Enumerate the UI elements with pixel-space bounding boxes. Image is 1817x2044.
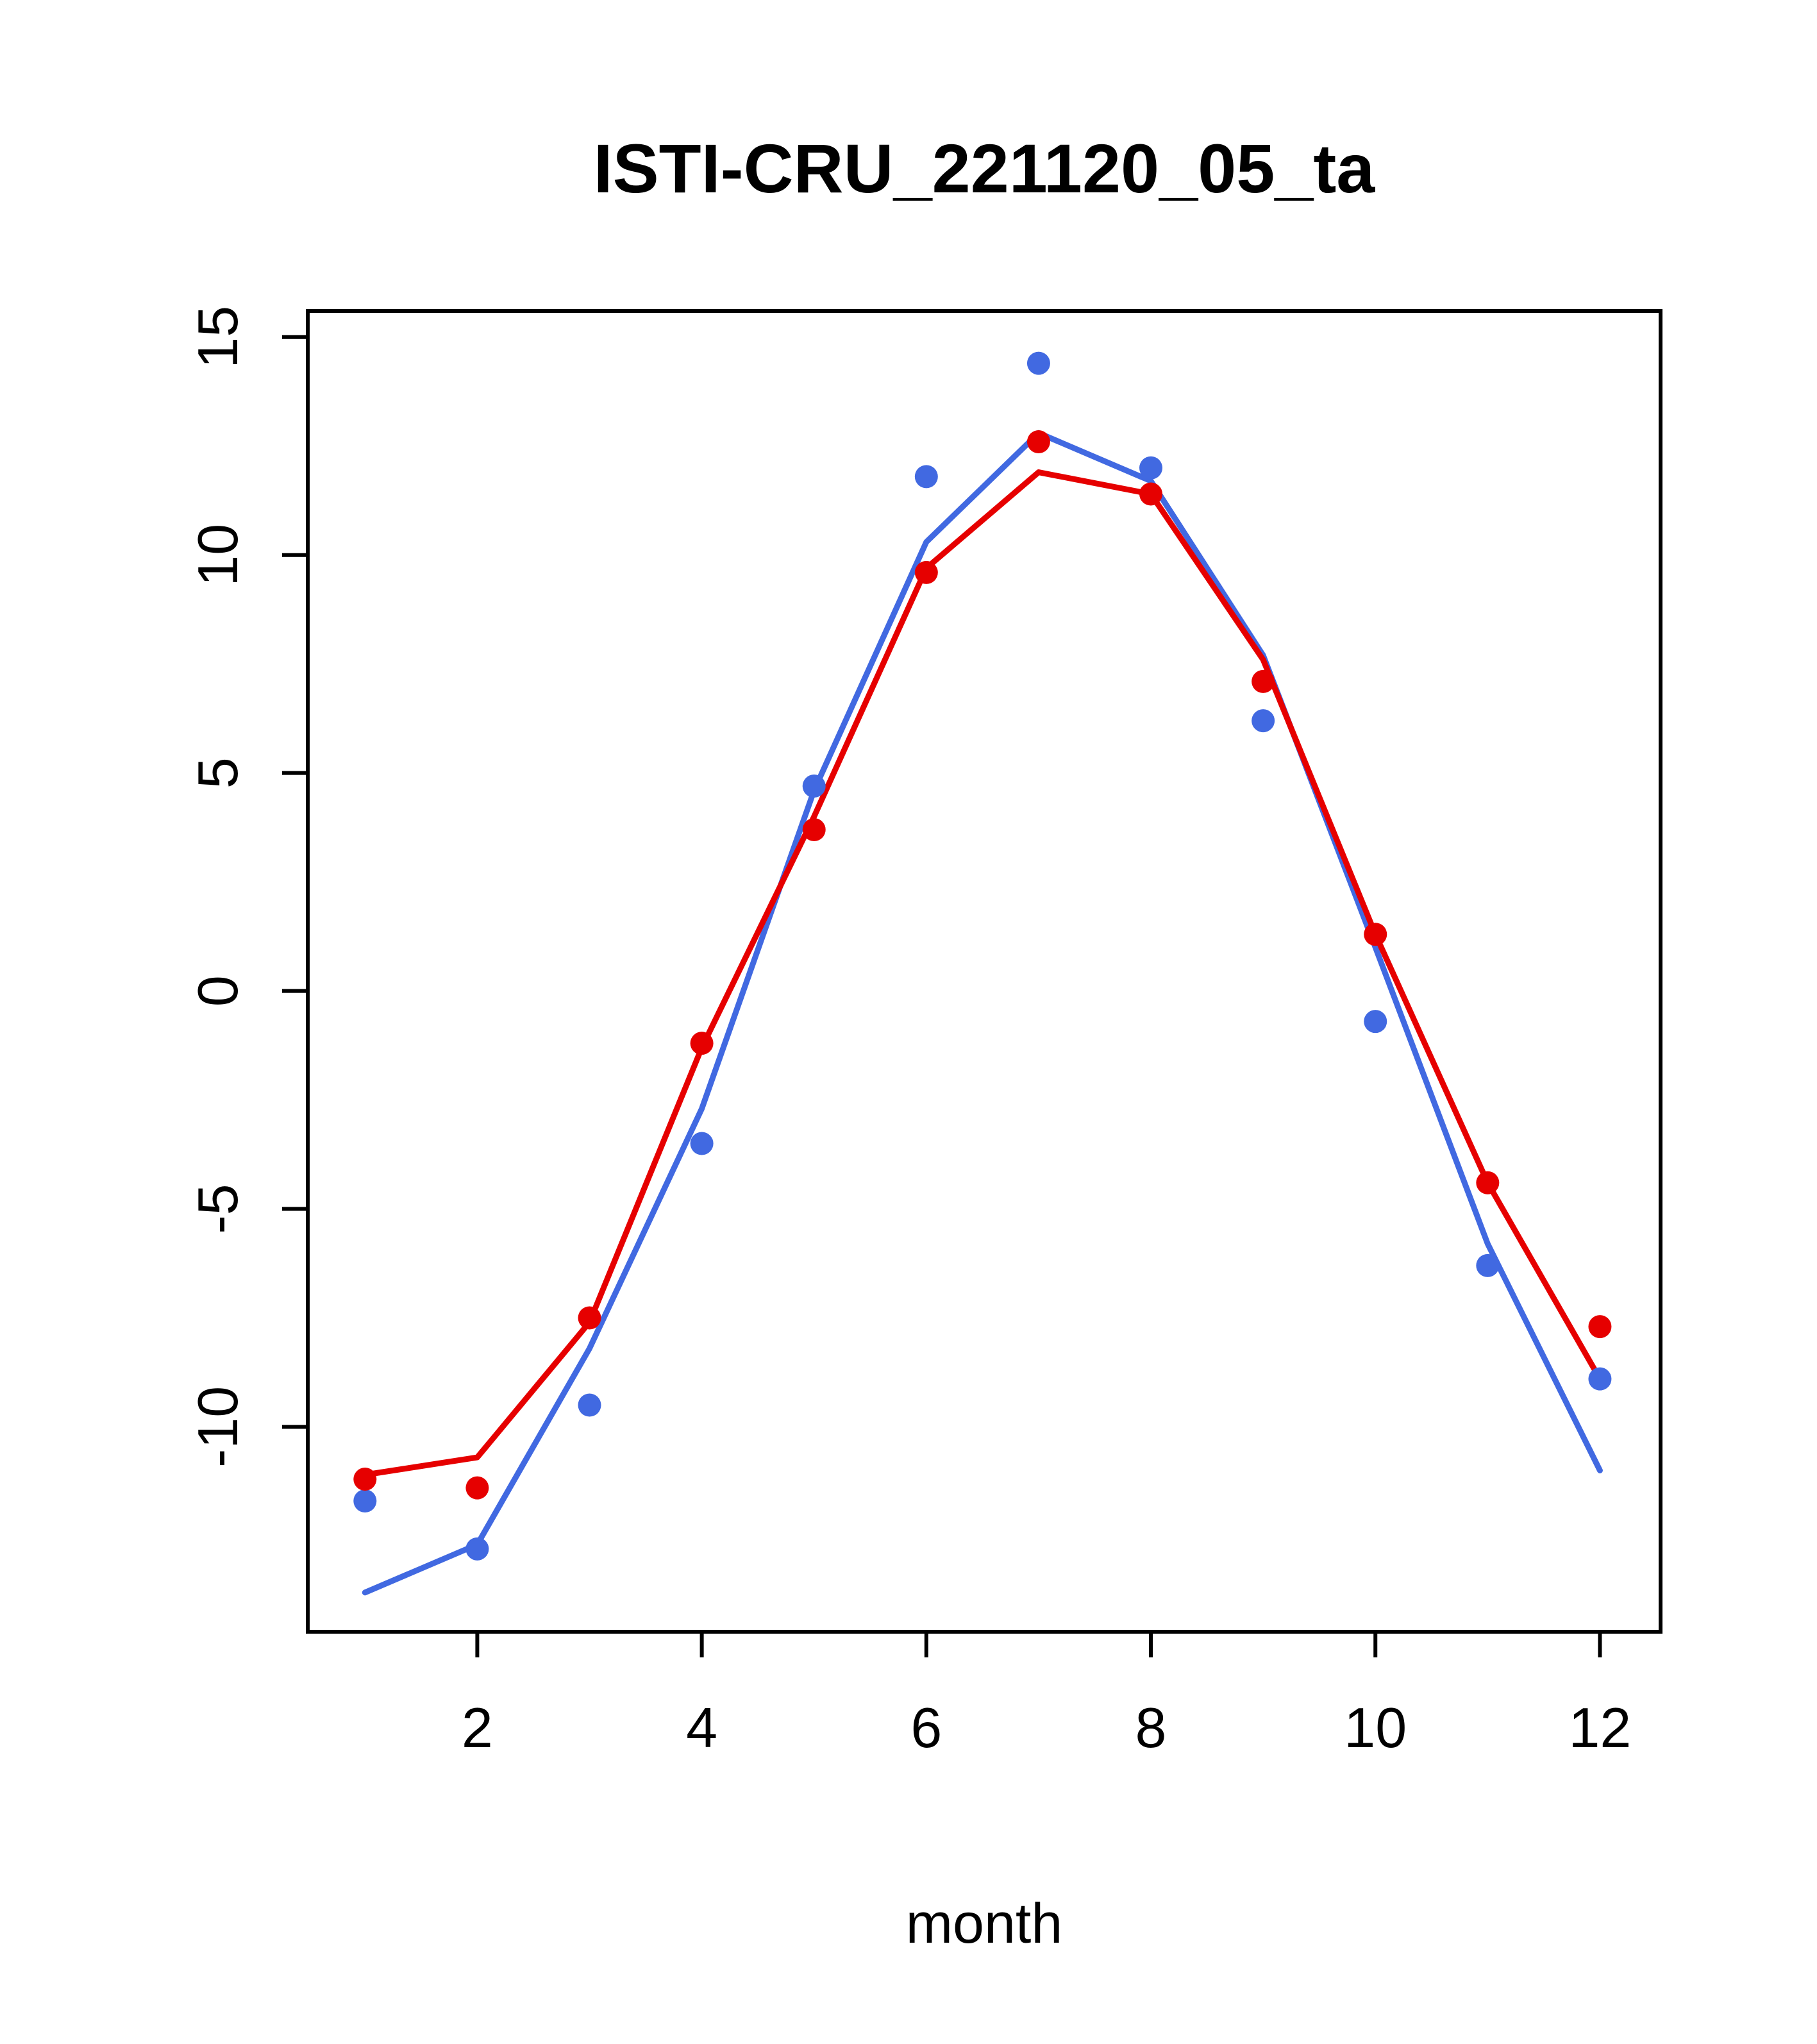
data-point: [690, 1132, 714, 1155]
x-tick-label: 12: [1568, 1696, 1631, 1759]
data-point: [1588, 1315, 1612, 1339]
data-point: [1139, 482, 1163, 506]
data-point: [578, 1393, 601, 1417]
y-tick-label: -5: [186, 1184, 249, 1234]
x-tick-label: 10: [1344, 1696, 1407, 1759]
data-point: [914, 465, 938, 489]
data-point: [465, 1537, 489, 1561]
data-point: [353, 1468, 377, 1491]
data-point: [1588, 1367, 1612, 1391]
data-point: [1026, 430, 1050, 453]
data-point: [1476, 1171, 1500, 1194]
x-tick-label: 6: [910, 1696, 942, 1759]
x-tick-label: 8: [1135, 1696, 1167, 1759]
series-blue-line: [362, 430, 1603, 1596]
data-point: [914, 560, 938, 584]
data-point: [1139, 456, 1163, 480]
y-tick-label: 15: [186, 306, 249, 369]
x-axis-label: month: [906, 1891, 1063, 1955]
series-red-points: [353, 430, 1612, 1500]
plot-area: 2 4 6 8 10 12 -10 -5 0 5 10 15: [186, 306, 1662, 1759]
y-tick-label: 0: [186, 975, 249, 1007]
data-point: [1364, 923, 1387, 946]
data-point: [690, 1032, 714, 1055]
x-tick-label: 4: [686, 1696, 717, 1759]
data-point: [1364, 1010, 1387, 1034]
data-point: [1252, 669, 1275, 693]
x-tick-label: 2: [462, 1696, 493, 1759]
data-point: [1252, 709, 1275, 733]
data-point: [578, 1306, 601, 1330]
y-tick-label: 10: [186, 524, 249, 587]
series-red-line: [362, 469, 1603, 1478]
data-point: [802, 775, 826, 798]
chart-title: ISTI-CRU_221120_05_ta: [594, 130, 1376, 207]
y-tick-label: -10: [186, 1386, 249, 1468]
data-point: [465, 1476, 489, 1500]
y-tick-label: 5: [186, 757, 249, 789]
data-point: [802, 818, 826, 842]
plot-frame: [306, 309, 1662, 1634]
series-blue-points: [353, 351, 1612, 1561]
data-point: [1026, 351, 1050, 375]
data-point: [1476, 1253, 1500, 1277]
data-point: [353, 1489, 377, 1513]
